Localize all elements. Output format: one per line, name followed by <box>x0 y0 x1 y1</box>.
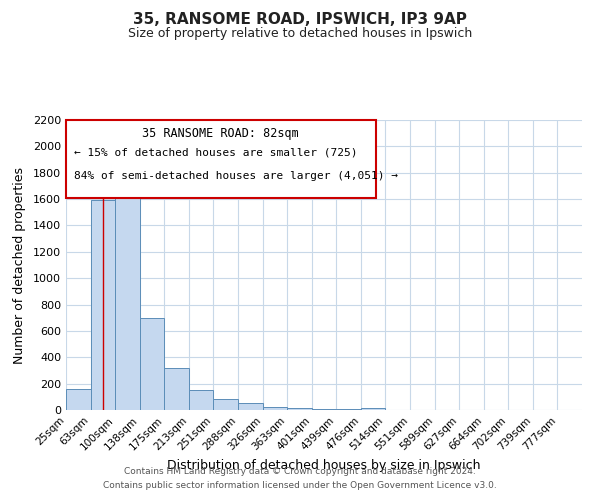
Y-axis label: Number of detached properties: Number of detached properties <box>13 166 26 364</box>
Bar <box>361 408 385 410</box>
Bar <box>238 404 263 410</box>
Bar <box>287 408 312 410</box>
Bar <box>189 390 214 410</box>
Text: ← 15% of detached houses are smaller (725): ← 15% of detached houses are smaller (72… <box>74 148 357 158</box>
Bar <box>164 368 189 410</box>
X-axis label: Distribution of detached houses by size in Ipswich: Distribution of detached houses by size … <box>167 458 481 471</box>
Text: Size of property relative to detached houses in Ipswich: Size of property relative to detached ho… <box>128 28 472 40</box>
Bar <box>115 180 140 410</box>
Bar <box>91 200 115 410</box>
Bar <box>66 389 91 410</box>
Text: 84% of semi-detached houses are larger (4,051) →: 84% of semi-detached houses are larger (… <box>74 171 398 180</box>
Text: Contains HM Land Registry data © Crown copyright and database right 2024.: Contains HM Land Registry data © Crown c… <box>124 467 476 476</box>
Bar <box>140 318 164 410</box>
Text: 35 RANSOME ROAD: 82sqm: 35 RANSOME ROAD: 82sqm <box>142 127 299 140</box>
Text: 35, RANSOME ROAD, IPSWICH, IP3 9AP: 35, RANSOME ROAD, IPSWICH, IP3 9AP <box>133 12 467 28</box>
Text: Contains public sector information licensed under the Open Government Licence v3: Contains public sector information licen… <box>103 481 497 490</box>
Bar <box>214 400 238 410</box>
Bar <box>312 408 336 410</box>
FancyBboxPatch shape <box>66 120 376 198</box>
Bar <box>263 406 287 410</box>
